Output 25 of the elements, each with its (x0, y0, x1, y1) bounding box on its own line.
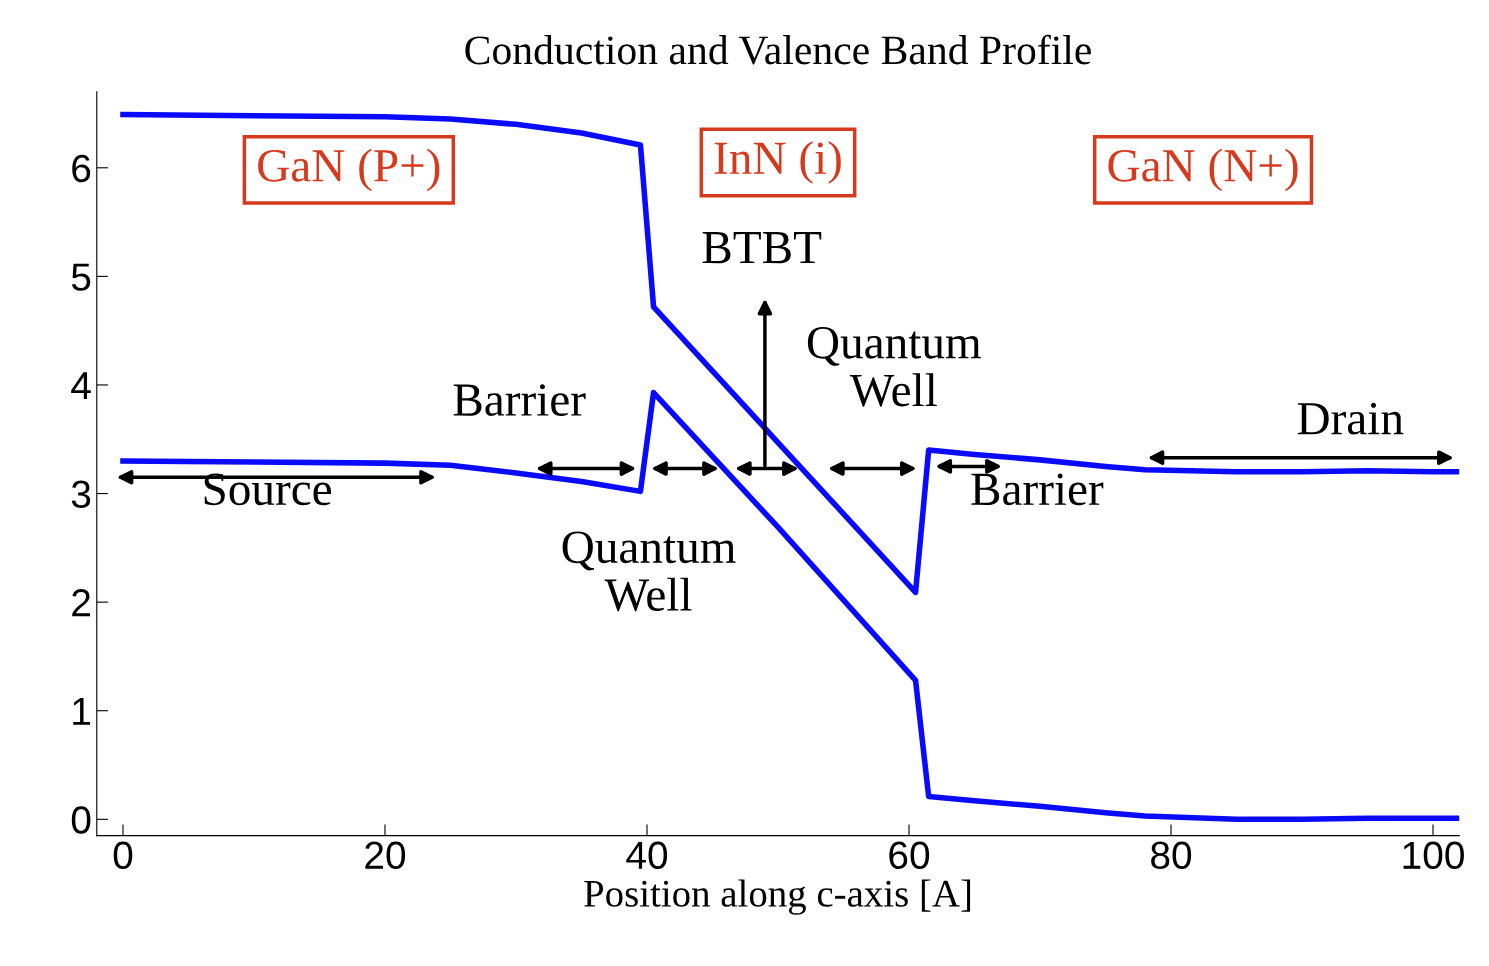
x-tick-label: 80 (1151, 841, 1192, 870)
annotation: Quantum Well (562, 531, 736, 612)
y-tick-label: 2 (72, 589, 90, 617)
annotation: Barrier (971, 473, 1104, 506)
y-tick-label: 0 (71, 806, 91, 834)
y-tick-label: 5 (71, 263, 91, 291)
x-tick-label: 40 (626, 841, 668, 870)
x-tick-label: 0 (113, 841, 133, 870)
annotation: Drain (1297, 402, 1404, 435)
x-axis-title: Position along c-axis [A] (584, 879, 971, 915)
annotation: Quantum Well (807, 326, 981, 407)
annotation: Barrier (453, 384, 586, 416)
annotation: BTBT (702, 232, 822, 264)
x-tick-label: 20 (365, 841, 406, 870)
x-tick-label: 100 (1403, 841, 1464, 870)
annotation: Source (204, 473, 332, 506)
annotation: GaN (N+) (1108, 148, 1298, 192)
chart-title: Conduction and Valence Band Profile (465, 34, 1091, 65)
annotation: GaN (P+) (258, 148, 440, 192)
y-tick-label: 3 (71, 480, 91, 509)
y-tick-label: 6 (72, 154, 91, 183)
y-tick-label: 4 (71, 372, 91, 400)
x-tick-label: 60 (889, 841, 930, 870)
y-tick-label: 1 (73, 698, 91, 725)
annotation: InN (i) (714, 141, 841, 184)
